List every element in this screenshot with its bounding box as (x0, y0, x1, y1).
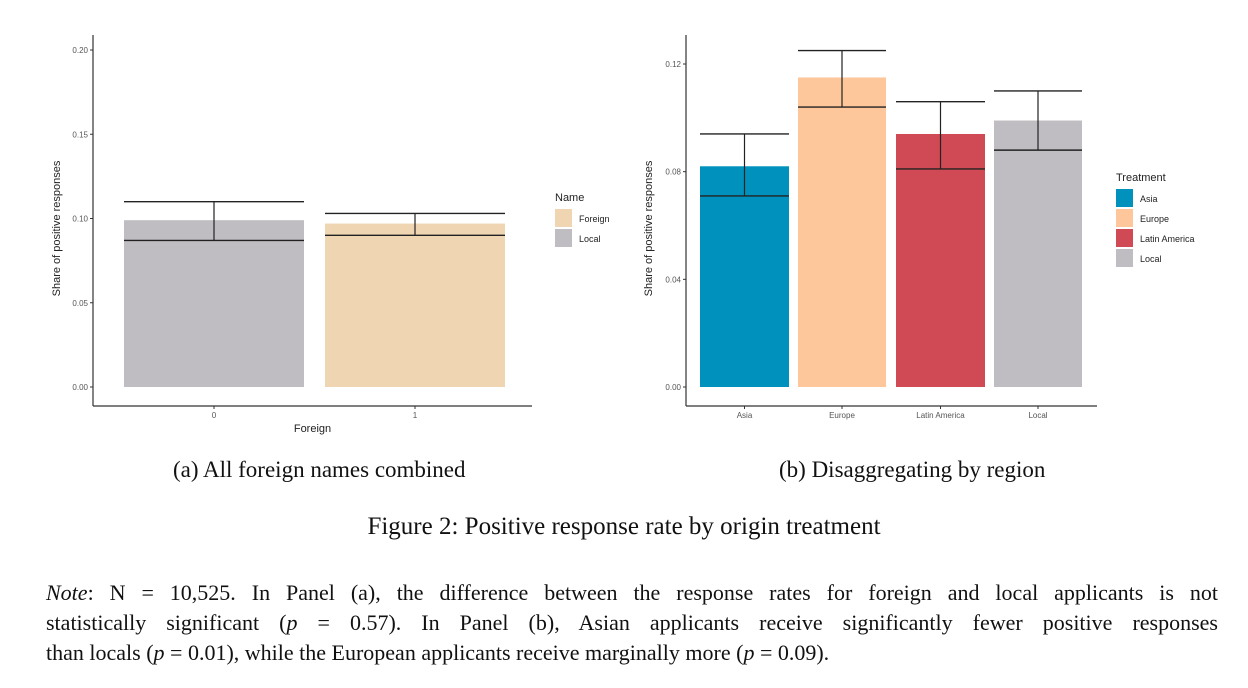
legend-title: Treatment (1116, 172, 1166, 184)
note-line-1: Note: N = 10,525. In Panel (a), the diff… (46, 578, 1218, 608)
figure-canvas: 0.00 0.05 0.10 0.15 0.20 0 1 Share of positive … (51, 35, 1195, 435)
caption-panel-a: (a) All foreign names combined (173, 457, 466, 482)
legend-swatch (1116, 209, 1133, 227)
y-tick-label: 0.04 (665, 275, 681, 284)
legend-item-label: Local (579, 234, 601, 244)
note-text: than locals ( (46, 640, 154, 665)
x-tick-label: Europe (829, 411, 855, 420)
y-axis-label: Share of positive responses (51, 160, 63, 296)
p-symbol: p (286, 610, 298, 635)
bar-asia (700, 166, 789, 387)
note-text: : N = 10,525. In Panel (a), the differen… (87, 580, 1218, 605)
note-line-2: statistically significant (p = 0.57). In… (46, 608, 1218, 638)
note-label: Note (46, 580, 88, 605)
note-text: = 0.57). In Panel (b), Asian applicants … (297, 610, 1219, 635)
legend-swatch (1116, 229, 1133, 247)
x-tick-label: Local (1028, 411, 1047, 420)
legend-title: Name (555, 192, 584, 204)
y-tick-label: 0.15 (72, 130, 88, 139)
y-tick-label: 0.00 (72, 383, 88, 392)
caption-panel-b: (b) Disaggregating by region (779, 457, 1046, 482)
bar-1 (325, 223, 505, 387)
y-tick-label: 0.12 (665, 60, 681, 69)
legend-item-label: Local (1140, 254, 1162, 264)
x-tick-label: 1 (413, 411, 418, 420)
y-axis-label: Share of positive responses (643, 160, 655, 296)
legend-swatch (555, 229, 572, 247)
p-symbol: p (743, 640, 755, 665)
y-tick-label: 0.10 (72, 215, 88, 224)
note-line-3: than locals (p = 0.01), while the Europe… (46, 638, 1218, 668)
legend-swatch (1116, 249, 1133, 267)
note-text: = 0.09). (754, 640, 830, 665)
figure-caption: Figure 2: Positive response rate by orig… (367, 513, 881, 540)
x-tick-label: Latin America (916, 411, 965, 420)
x-axis-label: Foreign (294, 423, 331, 435)
x-tick-label: 0 (212, 411, 217, 420)
legend-swatch (555, 209, 572, 227)
y-tick-label: 0.08 (665, 168, 681, 177)
y-tick-label: 0.00 (665, 383, 681, 392)
y-tick-label: 0.20 (72, 46, 88, 55)
note-text: = 0.01), while the European applicants r… (164, 640, 744, 665)
note-text: statistically significant ( (46, 610, 287, 635)
p-symbol: p (153, 640, 165, 665)
figure-note: Note: N = 10,525. In Panel (a), the diff… (46, 578, 1218, 668)
x-tick-label: Asia (737, 411, 753, 420)
bar-0 (124, 220, 304, 387)
legend-item-label: Asia (1140, 194, 1158, 204)
legend-item-label: Foreign (579, 214, 610, 224)
y-tick-label: 0.05 (72, 299, 88, 308)
bar-europe (798, 77, 886, 387)
legend-item-label: Europe (1140, 214, 1169, 224)
legend-item-label: Latin America (1140, 234, 1195, 244)
bar-local (994, 120, 1082, 388)
legend-swatch (1116, 189, 1133, 207)
bar-latin-america (896, 133, 985, 387)
